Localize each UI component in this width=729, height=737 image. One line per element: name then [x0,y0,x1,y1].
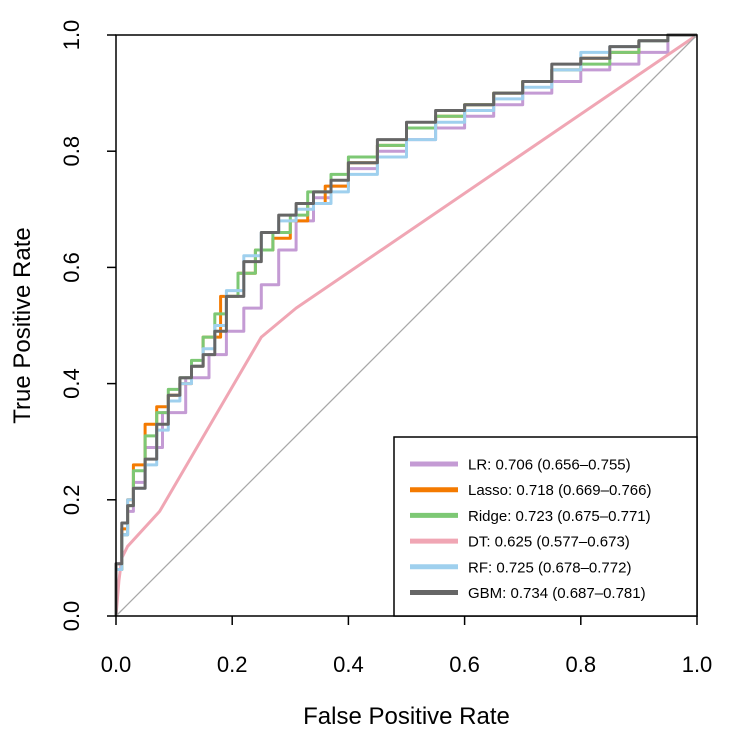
x-axis-title: False Positive Rate [303,703,510,730]
legend-label: Ridge: 0.723 (0.675–0.771) [468,508,651,525]
y-axis: 0.0 0.2 0.4 0.6 0.8 1.0 [59,20,116,632]
y-tick-label: 1.0 [59,20,84,51]
reference-diagonal [115,34,698,617]
y-axis-title: True Positive Rate [9,227,36,424]
roc-curve-5 [114,33,697,616]
legend: LR: 0.706 (0.656–0.755) Lasso: 0.718 (0.6… [393,436,698,617]
y-tick-label: 0.8 [59,136,84,167]
x-tick-label: 1.0 [682,652,713,677]
y-tick-label: 0.6 [59,252,84,283]
x-axis: 0.0 0.2 0.4 0.6 0.8 1.0 [101,616,713,677]
roc-curves [114,33,698,617]
roc-curve-3 [114,33,698,617]
x-tick-label: 0.6 [449,652,480,677]
legend-label: Lasso: 0.718 (0.669–0.766) [468,482,651,499]
legend-label: LR: 0.706 (0.656–0.755) [468,457,631,474]
x-tick-label: 0.8 [566,652,597,677]
x-tick-label: 0.2 [217,652,248,677]
legend-box [393,436,698,617]
legend-label: DT: 0.625 (0.577–0.673) [468,534,630,551]
x-tick-label: 0.4 [333,652,364,677]
y-tick-label: 0.2 [59,485,84,516]
legend-label: RF: 0.725 (0.678–0.772) [468,559,631,576]
legend-label: GBM: 0.734 (0.687–0.781) [468,585,646,602]
roc-curve-4 [114,33,697,616]
y-tick-label: 0.0 [59,601,84,632]
y-tick-label: 0.4 [59,368,84,399]
x-tick-label: 0.0 [101,652,132,677]
